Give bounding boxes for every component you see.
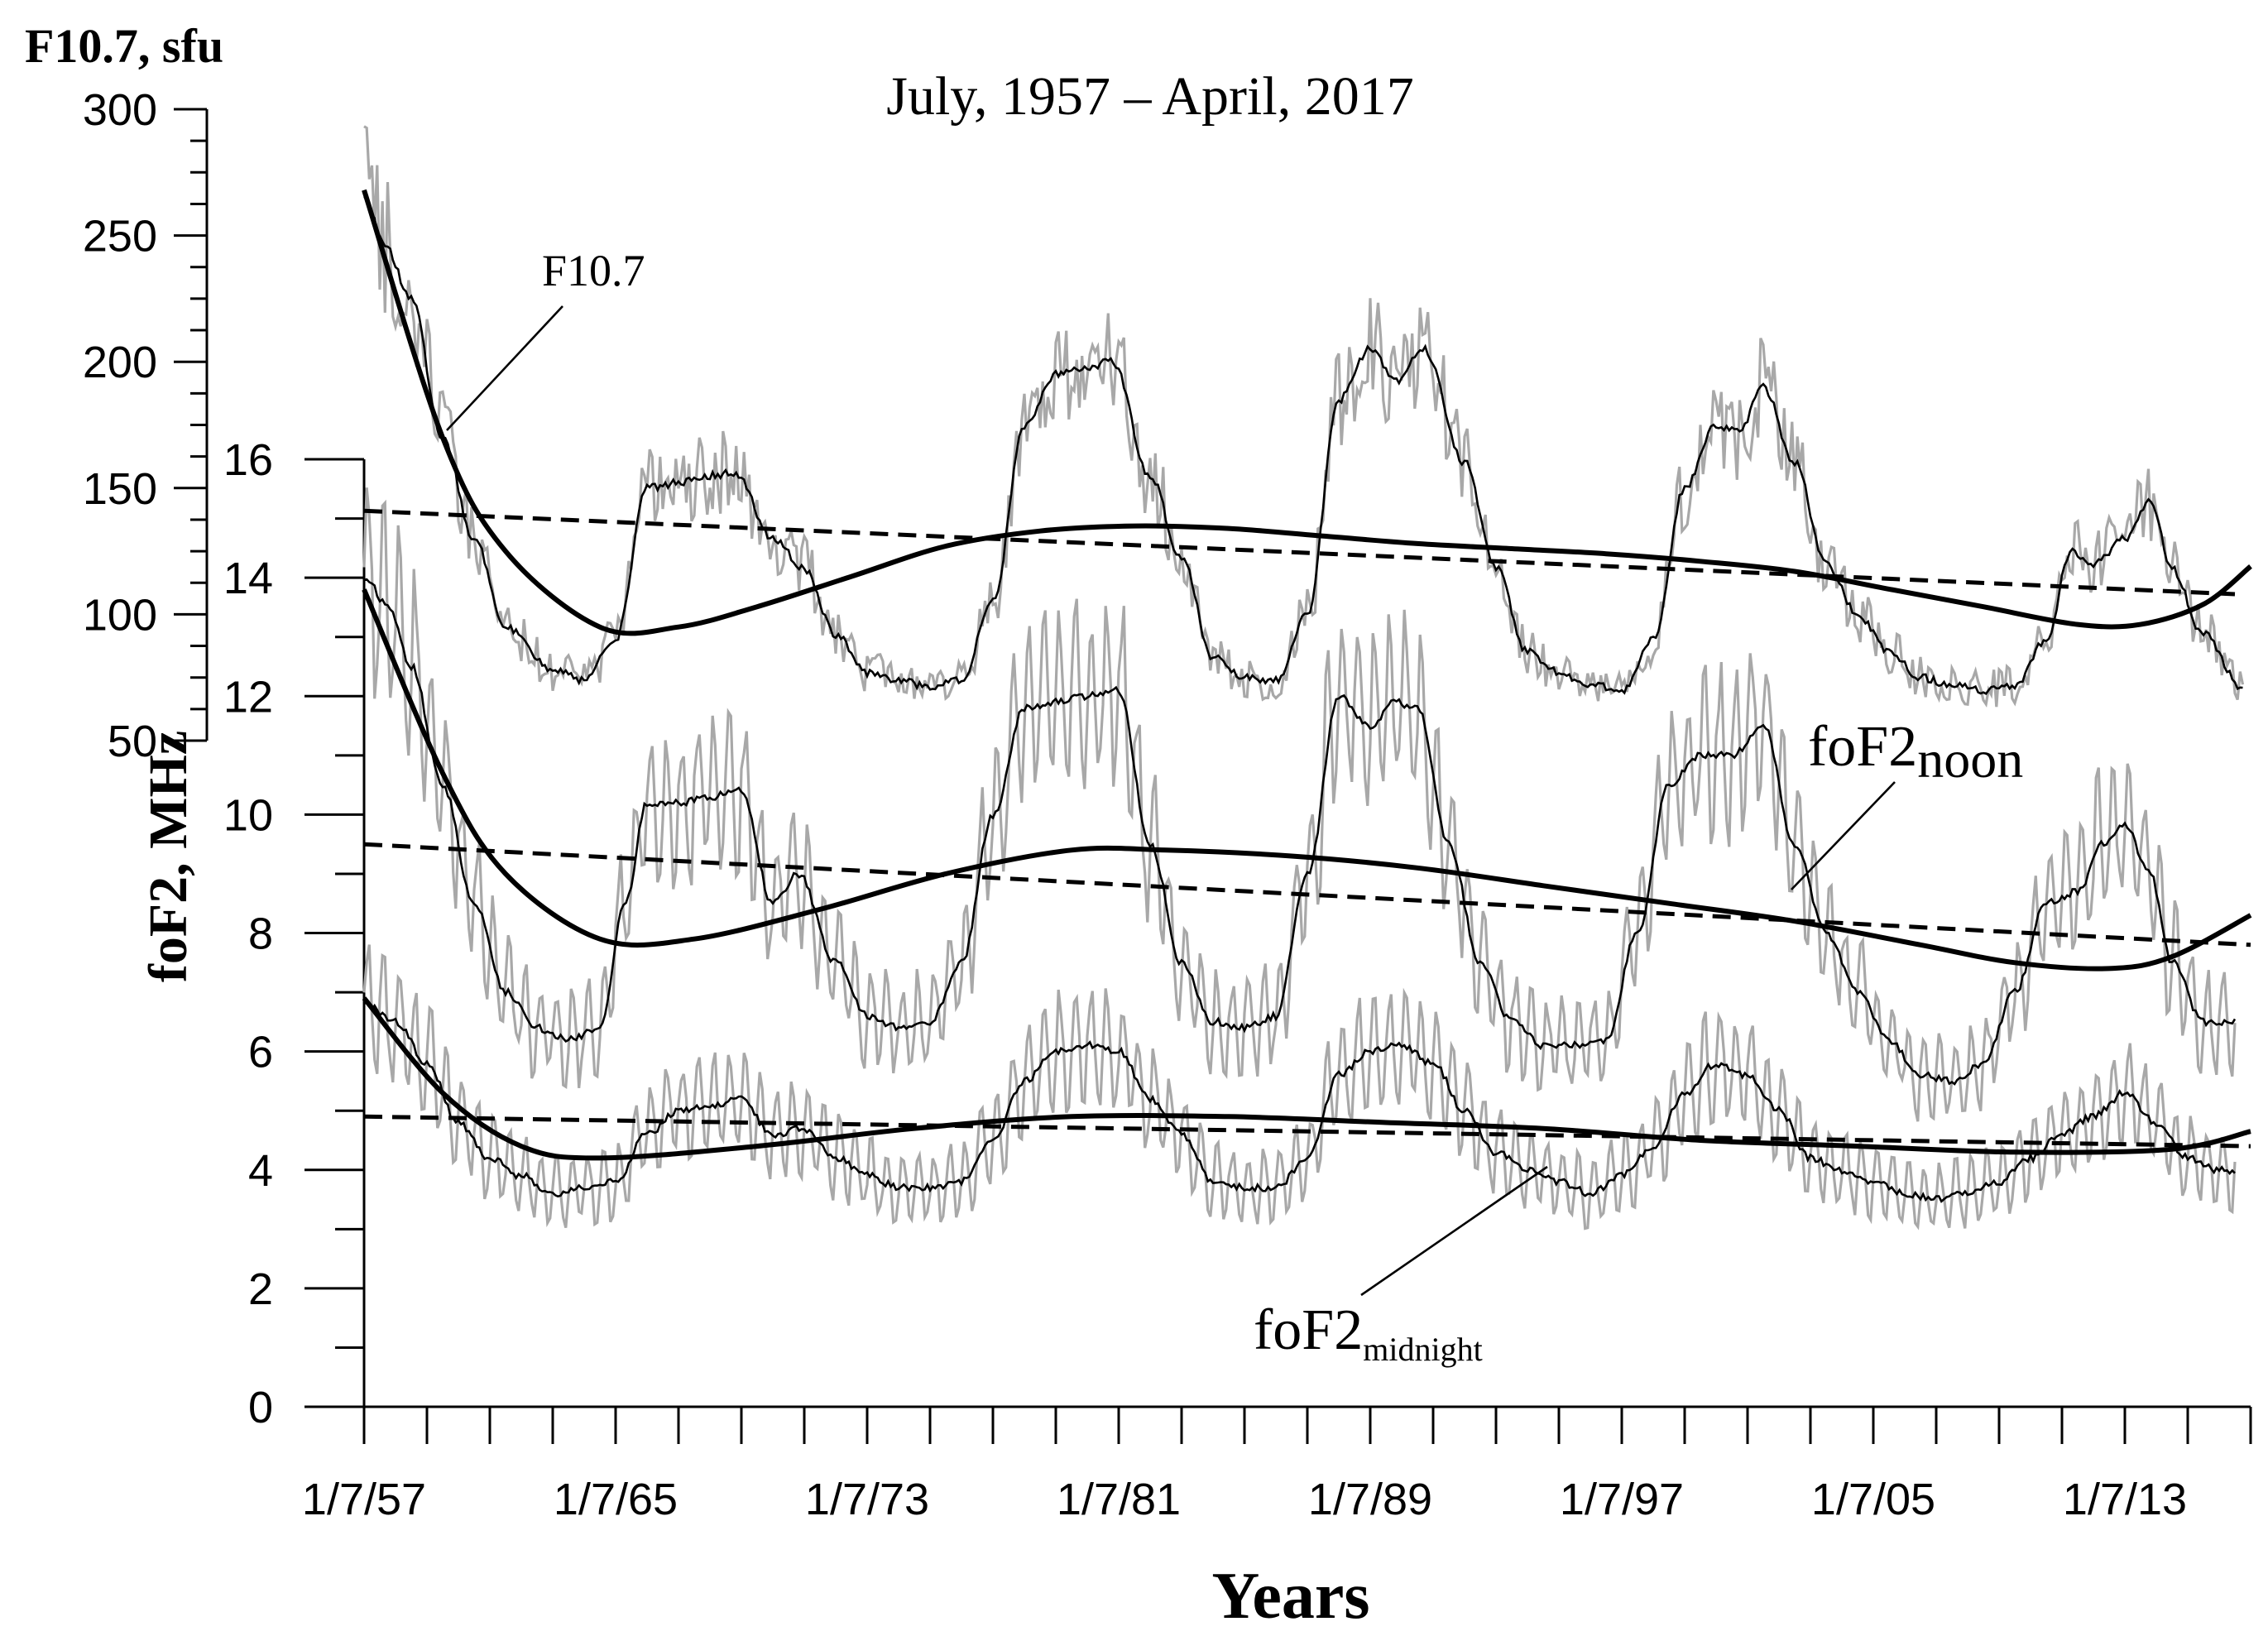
f107-tick-label: 200 [83, 338, 157, 387]
noon-annotation: foF2noon [1808, 715, 2023, 789]
x-tick-label: 1/7/81 [1057, 1475, 1181, 1524]
f10-7-sfu-monthly-line [363, 125, 2245, 708]
f107-tick-label: 300 [83, 85, 157, 135]
midnight-annotation-main: foF2 [1254, 1298, 1363, 1362]
fof2-tick-label: 8 [248, 909, 273, 959]
midnight-annotation: foF2midnight [1254, 1298, 1483, 1368]
fof2-noon-mhz-monthly-line [362, 487, 2237, 1122]
noon-annotation-main: foF2 [1808, 715, 1917, 779]
x-tick-label: 1/7/73 [805, 1475, 929, 1524]
fof2-tick-label: 12 [223, 672, 273, 722]
x-axis-title: Years [1211, 1560, 1369, 1633]
f107-tick-label: 250 [83, 212, 157, 261]
fof2-tick-label: 16 [223, 435, 273, 485]
f107-annotation: F10.7 [542, 246, 645, 295]
fof2-midnight-linear-trend-line [363, 1114, 2251, 1149]
x-tick-label: 1/7/57 [302, 1475, 426, 1524]
fof2-tick-label: 4 [248, 1146, 273, 1196]
f107-tick-label: 150 [83, 464, 157, 514]
fit-layer [362, 189, 2252, 1161]
fof2-tick-label: 14 [223, 554, 273, 603]
midnight-annotation-sub: midnight [1363, 1331, 1482, 1368]
x-tick-label: 1/7/13 [2063, 1475, 2187, 1524]
fof2-tick-label: 6 [248, 1028, 273, 1077]
fof2-axis-title: foF2, MHz [138, 731, 199, 982]
f107-tick-label: 100 [83, 590, 157, 640]
trend-layer [363, 508, 2251, 1149]
x-tick-label: 1/7/05 [1811, 1475, 1935, 1524]
chart-title: July, 1957 – April, 2017 [886, 66, 1413, 127]
x-tick-label: 1/7/97 [1560, 1475, 1684, 1524]
raw-layer [362, 125, 2245, 1231]
f10-7-sfu-smoothed-line [363, 194, 2243, 695]
f107-ticks: 50 100 150 200 250 300 [83, 85, 207, 766]
midnight-leader-line [1360, 1165, 1548, 1297]
x-tick-label: 1/7/65 [554, 1475, 678, 1524]
f107-tick-label: 50 [108, 717, 157, 766]
smooth-layer [363, 194, 2243, 1203]
fof2-noon-mhz-smoothed-line [363, 578, 2237, 1086]
fof2-midnight-polynomial-fit-line [362, 996, 2251, 1161]
fof2-ticks: 0 2 4 6 8 10 12 14 16 [223, 435, 364, 1432]
f10-7-polynomial-fit-line [362, 189, 2252, 636]
fof2-noon-polynomial-fit-line [362, 588, 2252, 972]
fof2-tick-label: 2 [248, 1264, 273, 1314]
f10-7-linear-trend-line [363, 508, 2236, 597]
fof2-tick-label: 10 [223, 790, 273, 840]
fof2-midnight-mhz-smoothed-line [363, 1001, 2236, 1203]
fof2-tick-label: 0 [248, 1383, 273, 1432]
x-ticks: 1/7/57 1/7/65 1/7/73 1/7/81 1/7/89 1/7/97 1/7/… [302, 1407, 2252, 1524]
fof2-noon-linear-trend-line [363, 842, 2251, 948]
f107-axis-title: F10.7, sfu [25, 19, 223, 73]
f107-leader-line [446, 305, 563, 431]
x-tick-label: 1/7/89 [1308, 1475, 1432, 1524]
noon-leader-line [1791, 781, 1896, 890]
noon-annotation-sub: noon [1917, 730, 2023, 789]
fof2-midnight-mhz-monthly-line [362, 944, 2237, 1231]
